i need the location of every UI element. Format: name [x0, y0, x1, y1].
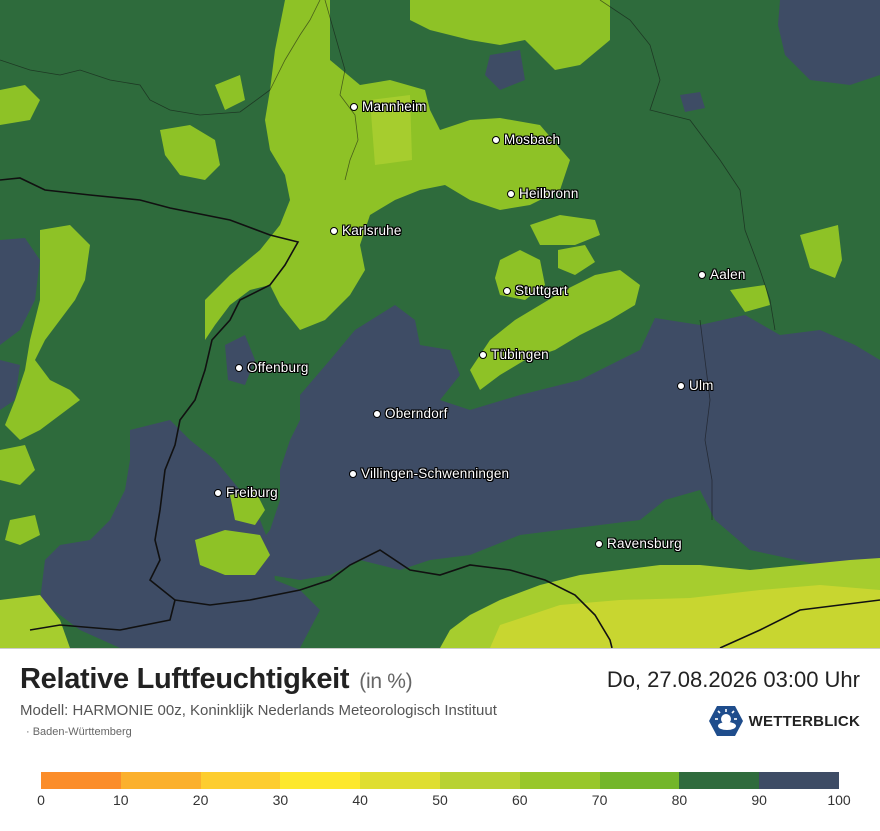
scale-segment: [120, 772, 201, 789]
city-dot-icon: [698, 270, 706, 279]
logo-text: WETTERBLICK: [748, 712, 860, 730]
scale-segment: [200, 772, 281, 789]
humid-zone-north: [485, 50, 525, 90]
dry-zone-heilbronn: [530, 215, 600, 245]
city-heilbronn[interactable]: Heilbronn: [507, 186, 579, 201]
humid-zone-north2: [680, 92, 705, 112]
scale-segment: [519, 772, 600, 789]
dry-zone-south-west: [0, 445, 35, 485]
scale-tick-label: 0: [37, 792, 45, 808]
scale-tick-label: 70: [591, 792, 608, 808]
city-mosbach[interactable]: Mosbach: [492, 132, 560, 147]
city-dot-icon: [373, 409, 381, 418]
scale-segment: [759, 772, 839, 789]
city-dot-icon: [330, 226, 338, 235]
city-dot-icon: [214, 488, 222, 497]
humid-zone-west: [0, 238, 40, 345]
border-line-switzerland: [174, 549, 613, 648]
dry-zone-nw2: [160, 125, 220, 180]
dry-band-northwest: [410, 0, 610, 70]
humidity-color-scale: [41, 772, 839, 789]
city-dot-icon: [492, 135, 500, 144]
city-karlsruhe[interactable]: Karlsruhe: [330, 223, 402, 238]
humid-zone-northeast: [778, 0, 880, 85]
scale-tick-label: 50: [432, 792, 448, 808]
city-tuebingen[interactable]: Tübingen: [479, 347, 549, 362]
scale-segment: [41, 772, 121, 789]
wetterblick-logo[interactable]: WETTERBLICK: [708, 705, 860, 737]
state-line-hesse: [324, 0, 359, 181]
region-label: · Baden-Württemberg: [26, 726, 132, 738]
sun-cloud-logo-icon: [708, 706, 743, 736]
dryer-zone-south: [490, 585, 880, 648]
humid-zone-offenburg: [225, 335, 255, 385]
city-dot-icon: [235, 363, 243, 372]
scale-tick-label: 80: [671, 792, 688, 808]
state-line-north: [0, 0, 321, 116]
city-oberndorf[interactable]: Oberndorf: [373, 406, 448, 421]
city-dot-icon: [677, 381, 685, 390]
scale-tick-label: 90: [751, 792, 767, 808]
model-info: Modell: HARMONIE 00z, Koninklijk Nederla…: [20, 702, 497, 719]
dry-band-rhine: [205, 0, 570, 340]
dry-band-west: [5, 225, 90, 440]
scale-tick-label: 100: [827, 792, 851, 808]
city-aalen[interactable]: Aalen: [698, 267, 746, 282]
city-stuttgart[interactable]: Stuttgart: [503, 283, 568, 298]
humid-zone-southwest: [40, 420, 320, 648]
forecast-datetime: Do, 27.08.2026 03:00 Uhr: [606, 667, 860, 692]
scale-tick-label: 60: [512, 792, 528, 808]
dry-zone-southwest-corner: [0, 595, 70, 648]
dry-zone-nw: [0, 85, 40, 125]
dry-zone-stuttgart-sm: [558, 245, 595, 275]
city-freiburg[interactable]: Freiburg: [214, 485, 278, 500]
humid-zone-west2: [0, 360, 20, 410]
city-dot-icon: [349, 469, 357, 478]
humid-zone-central: [250, 305, 880, 580]
city-dot-icon: [350, 102, 358, 111]
scale-segment: [360, 772, 440, 789]
dry-zone-freiburg2: [230, 490, 265, 525]
scale-tick-label: 10: [113, 792, 129, 808]
border-line-france: [0, 177, 300, 631]
state-line-east: [599, 0, 776, 331]
city-offenburg[interactable]: Offenburg: [235, 360, 309, 375]
dry-band-stuttgart: [470, 270, 640, 390]
dry-zone-east: [800, 225, 842, 278]
humidity-field: [0, 0, 880, 648]
city-villingen-schwenningen[interactable]: Villingen-Schwenningen: [349, 466, 509, 481]
scale-tick-label: 20: [192, 792, 209, 808]
border-line-austria: [719, 599, 880, 648]
humidity-scale-ticks: 0 10 20 30 40 50 60 70 80 90 100: [37, 792, 851, 808]
state-line-bavaria: [699, 319, 713, 520]
scale-segment: [439, 772, 520, 789]
scale-segment: [679, 772, 760, 789]
dry-zone-east2: [730, 285, 770, 312]
map-footer: Relative Luftfeuchtigkeit (in %) Do, 27.0…: [0, 648, 880, 831]
city-ulm[interactable]: Ulm: [677, 378, 714, 393]
city-dot-icon: [503, 286, 511, 295]
scale-tick-label: 40: [352, 792, 368, 808]
city-mannheim[interactable]: Mannheim: [350, 99, 427, 114]
scale-tick-label: 30: [272, 792, 289, 808]
scale-segment: [599, 772, 680, 789]
city-dot-icon: [507, 189, 515, 198]
scale-segment: [280, 772, 361, 789]
city-ravensburg[interactable]: Ravensburg: [595, 536, 682, 551]
title-text: Relative Luftfeuchtigkeit: [20, 663, 350, 695]
humidity-map[interactable]: Mannheim Mosbach Heilbronn Karlsruhe Stu…: [0, 0, 880, 648]
dry-zone-south-west2: [5, 515, 40, 545]
unit-label: (in %): [359, 670, 413, 693]
map-title: Relative Luftfeuchtigkeit (in %): [20, 663, 413, 696]
city-dot-icon: [595, 539, 603, 548]
city-dot-icon: [479, 350, 487, 359]
dry-zone-nw3: [215, 75, 245, 110]
dry-zone-freiburg: [195, 530, 270, 575]
dry-zone-mannheim: [370, 95, 412, 165]
